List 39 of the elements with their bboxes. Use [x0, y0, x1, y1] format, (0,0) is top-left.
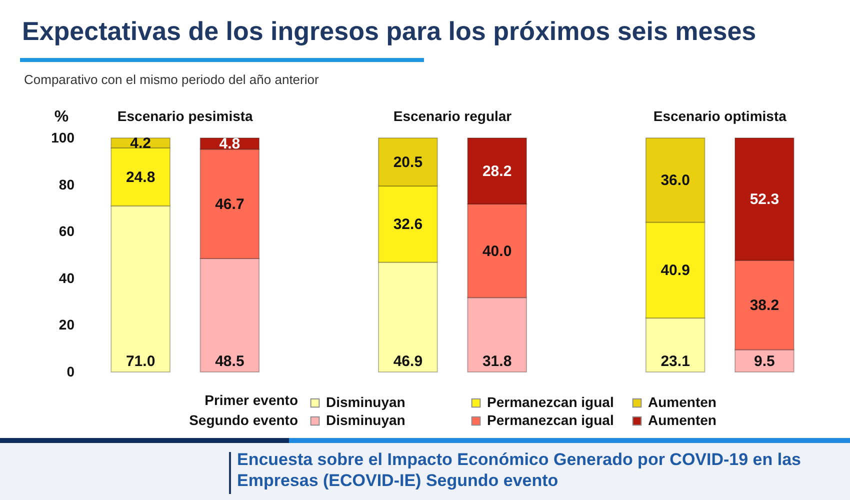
y-tick-label: 0: [66, 364, 75, 380]
legend-label: Disminuyan: [326, 394, 406, 410]
data-label: 36.0: [660, 172, 690, 190]
data-label: 31.8: [482, 353, 512, 370]
data-label: 28.2: [482, 162, 512, 180]
text: Primer evento: [204, 392, 298, 408]
data-label: 48.5: [215, 353, 244, 370]
text: Escenario regular: [393, 108, 512, 124]
data-label: 46.7: [215, 196, 244, 213]
data-label: 71.0: [126, 353, 156, 370]
y-tick-label: 20: [58, 316, 75, 333]
legend-label: Aumenten: [648, 394, 716, 410]
data-label: 24.8: [126, 168, 156, 186]
y-tick-label: 40: [58, 270, 75, 286]
data-label: 52.3: [750, 191, 780, 208]
data-label: 4.2: [130, 134, 151, 152]
legend-label: Disminuyan: [326, 412, 406, 428]
legend-label: Permanezcan igual: [487, 412, 614, 428]
data-label: 9.5: [754, 353, 775, 370]
text: Escenario optimista: [653, 108, 786, 124]
y-axis-title: %: [54, 108, 69, 126]
y-tick-label: 60: [58, 223, 75, 240]
data-label: 40.9: [660, 262, 690, 280]
data-label: 32.6: [393, 216, 423, 234]
legend-label: Aumenten: [648, 412, 716, 428]
data-label: 46.9: [393, 353, 423, 370]
data-label: 4.8: [219, 136, 240, 153]
y-tick-label: 80: [58, 176, 75, 192]
chart-title: Expectativas de los ingresos para los próximos seis meses: [22, 16, 756, 47]
text: Comparativo con el mismo periodo del año anterior: [24, 72, 319, 87]
data-label: 20.5: [393, 154, 423, 171]
data-label: 38.2: [750, 297, 780, 314]
y-tick-label: 100: [51, 130, 75, 146]
text: Escenario pesimista: [117, 108, 253, 124]
data-label: 40.0: [482, 242, 512, 260]
text: Encuesta sobre el Impacto Económico Generado por COVID-19 en las Empresas (ECOVID-IE) Segundo evento: [237, 449, 802, 491]
legend-label: Permanezcan igual: [487, 394, 614, 410]
data-label: 23.1: [660, 353, 690, 370]
text: Segundo evento: [189, 412, 298, 428]
